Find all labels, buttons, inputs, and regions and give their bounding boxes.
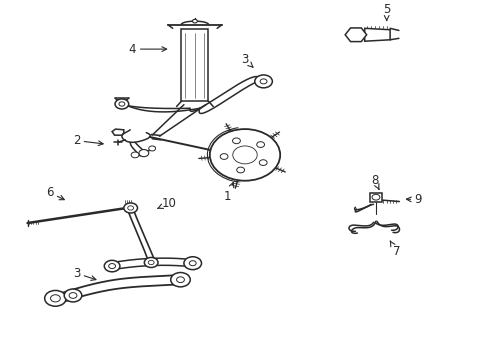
Text: 3: 3 xyxy=(73,267,96,280)
Circle shape xyxy=(50,295,60,302)
Circle shape xyxy=(257,142,265,148)
Circle shape xyxy=(124,203,138,213)
Text: 6: 6 xyxy=(46,186,64,200)
Text: 9: 9 xyxy=(406,193,422,206)
Circle shape xyxy=(109,264,116,269)
Circle shape xyxy=(189,261,196,266)
Text: 7: 7 xyxy=(390,241,400,258)
Circle shape xyxy=(64,289,82,302)
Circle shape xyxy=(193,19,197,23)
Circle shape xyxy=(240,151,250,158)
Circle shape xyxy=(115,99,129,109)
Text: 5: 5 xyxy=(383,3,391,21)
Circle shape xyxy=(45,291,66,306)
Circle shape xyxy=(149,146,156,151)
Text: 2: 2 xyxy=(73,134,103,147)
Circle shape xyxy=(148,260,154,265)
Circle shape xyxy=(255,75,272,88)
Circle shape xyxy=(139,149,149,157)
Circle shape xyxy=(233,138,241,144)
Circle shape xyxy=(171,273,190,287)
Polygon shape xyxy=(370,193,382,202)
Text: 1: 1 xyxy=(224,183,234,203)
Circle shape xyxy=(69,293,77,298)
Circle shape xyxy=(372,194,380,200)
Text: 3: 3 xyxy=(241,53,253,67)
Circle shape xyxy=(260,79,267,84)
Polygon shape xyxy=(365,28,390,41)
Circle shape xyxy=(184,257,201,270)
Circle shape xyxy=(237,167,245,173)
Circle shape xyxy=(104,260,120,272)
Text: 4: 4 xyxy=(129,42,167,55)
Circle shape xyxy=(119,102,125,106)
Circle shape xyxy=(220,154,228,159)
Circle shape xyxy=(233,146,257,164)
Text: 10: 10 xyxy=(158,197,177,210)
FancyBboxPatch shape xyxy=(181,30,208,101)
Circle shape xyxy=(145,257,158,267)
Circle shape xyxy=(176,277,184,283)
Circle shape xyxy=(131,152,139,158)
Circle shape xyxy=(210,129,280,181)
Polygon shape xyxy=(112,129,124,135)
Circle shape xyxy=(259,160,267,166)
Circle shape xyxy=(128,206,134,210)
Text: 8: 8 xyxy=(371,174,379,189)
